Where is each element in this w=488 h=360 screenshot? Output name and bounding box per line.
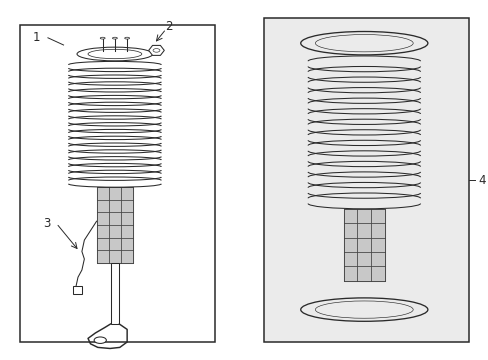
Ellipse shape (315, 35, 412, 52)
Ellipse shape (88, 49, 142, 59)
Bar (343, 223, 357, 238)
Bar (121, 212, 133, 225)
Bar (73, 286, 81, 294)
Ellipse shape (153, 49, 160, 52)
Bar (121, 238, 133, 250)
Bar (96, 225, 108, 238)
Ellipse shape (300, 298, 427, 321)
Ellipse shape (77, 47, 152, 61)
Bar (357, 266, 370, 281)
Bar (108, 250, 121, 263)
Ellipse shape (124, 37, 129, 39)
Bar (343, 209, 357, 223)
Text: 1: 1 (33, 31, 41, 44)
Text: 2: 2 (164, 21, 172, 33)
Bar (96, 200, 108, 212)
Bar (357, 252, 370, 266)
Bar (264, 18, 468, 342)
Bar (121, 225, 133, 238)
Ellipse shape (94, 337, 106, 343)
Bar (96, 187, 108, 200)
Ellipse shape (100, 37, 105, 39)
Bar (343, 252, 357, 266)
Bar (96, 212, 108, 225)
Bar (96, 238, 108, 250)
Bar (370, 238, 385, 252)
Bar (108, 212, 121, 225)
Ellipse shape (112, 37, 117, 39)
Bar (121, 250, 133, 263)
Bar (108, 187, 121, 200)
Bar (343, 209, 385, 281)
Bar (20, 25, 215, 342)
Bar (357, 209, 370, 223)
Bar (96, 250, 108, 263)
Bar (343, 238, 357, 252)
Text: 3: 3 (42, 217, 50, 230)
Text: 4: 4 (477, 174, 485, 186)
Bar (370, 266, 385, 281)
Bar (370, 209, 385, 223)
Bar (108, 225, 121, 238)
Bar (96, 187, 133, 263)
Bar (121, 187, 133, 200)
Ellipse shape (300, 31, 427, 55)
Bar (343, 266, 357, 281)
Bar (357, 238, 370, 252)
Bar (110, 263, 119, 324)
Ellipse shape (315, 301, 412, 318)
Bar (370, 223, 385, 238)
Bar (357, 223, 370, 238)
Bar (121, 200, 133, 212)
Bar (108, 200, 121, 212)
Bar (370, 252, 385, 266)
Bar (108, 238, 121, 250)
